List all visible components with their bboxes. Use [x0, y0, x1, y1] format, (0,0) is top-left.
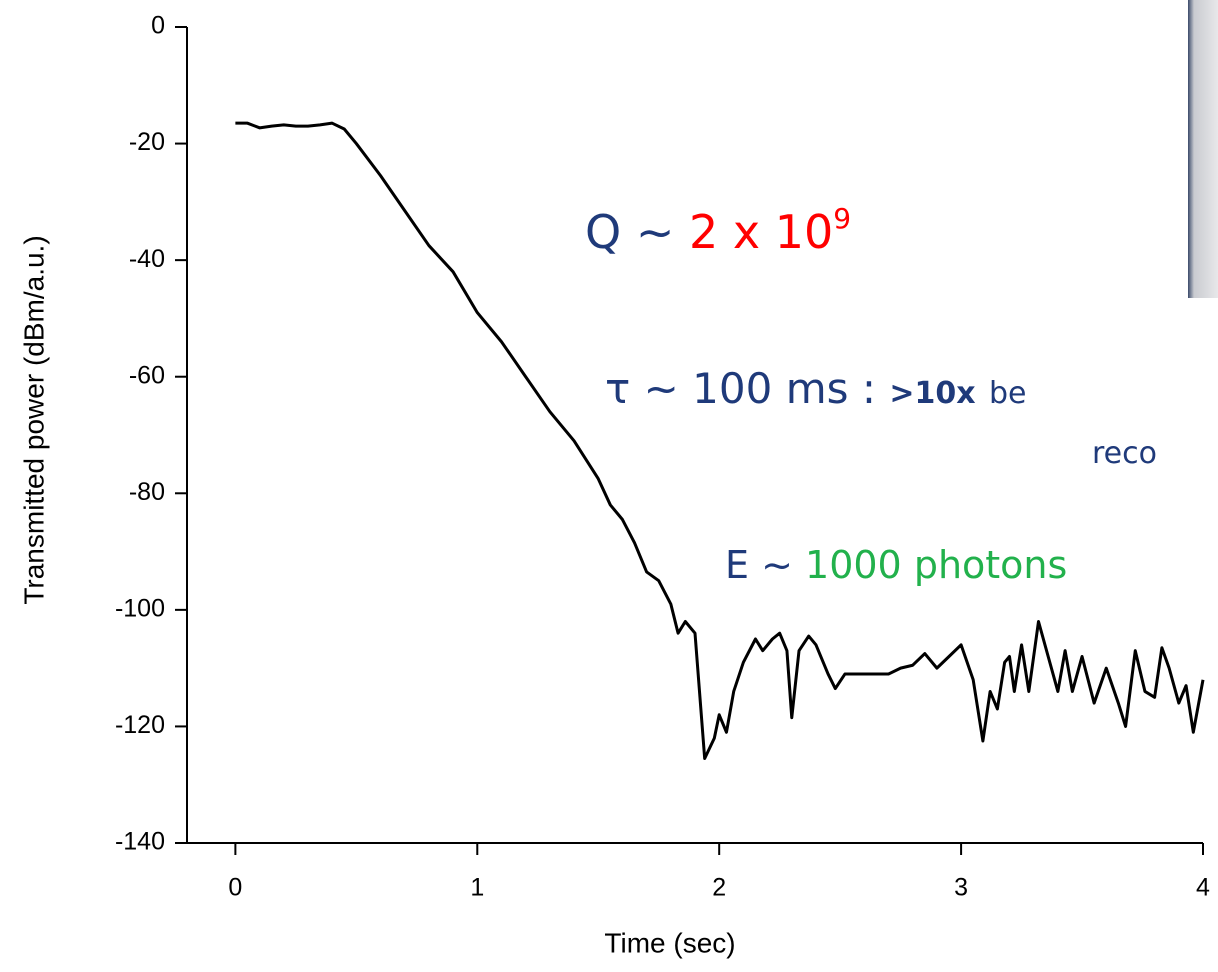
- x-axis-title: Time (sec): [604, 927, 735, 958]
- y-tick-label: -100: [115, 594, 165, 622]
- x-tick-label: 4: [1196, 874, 1210, 902]
- y-tick-label: 0: [151, 12, 165, 40]
- y-tick-label: -60: [129, 361, 165, 389]
- energy-value: 1000 photons: [805, 543, 1067, 587]
- energy-prefix: E ~: [725, 543, 793, 587]
- y-tick-label: -140: [115, 828, 165, 856]
- x-tick-label: 3: [954, 874, 968, 902]
- tau-bold: >10x: [889, 376, 975, 411]
- q-exponent: 9: [833, 202, 851, 235]
- y-tick-label: -120: [115, 711, 165, 739]
- x-tick-label: 1: [470, 874, 484, 902]
- q-value: 2 x 10: [689, 205, 833, 259]
- tau-annotation: τ ~ 100 ms : >10x be: [605, 364, 1026, 413]
- y-tick-label: -40: [129, 245, 165, 273]
- q-prefix: Q ~: [585, 205, 674, 259]
- plot-area: 0 -20 -40 -60 -80 -100 -120 -140 0 1 2 3 4: [115, 12, 1210, 902]
- tau-rest: be: [989, 376, 1027, 411]
- x-tick-label: 0: [228, 874, 242, 902]
- y-axis-title: Transmitted power (dBm/a.u.): [18, 235, 49, 604]
- photo-fragment: [1188, 0, 1218, 298]
- tau-prefix: τ ~ 100 ms :: [605, 364, 876, 413]
- x-tick-label: 2: [712, 874, 726, 902]
- data-line: [235, 121, 1205, 760]
- q-annotation: Q ~ 2 x 109: [585, 202, 851, 259]
- y-tick-label: -80: [129, 478, 165, 506]
- y-tick-label: -20: [129, 128, 165, 156]
- tau-line2: reco: [1092, 436, 1157, 471]
- energy-annotation: E ~ 1000 photons: [725, 543, 1067, 587]
